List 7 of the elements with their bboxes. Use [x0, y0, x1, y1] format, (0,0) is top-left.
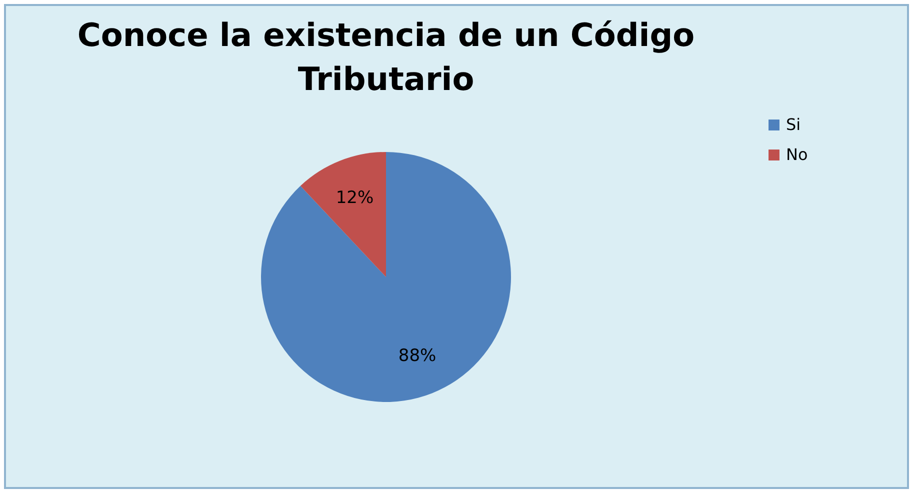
- legend-label: Si: [786, 115, 801, 134]
- legend-label: No: [786, 145, 808, 164]
- pie-slice: [300, 152, 386, 277]
- chart-title: Conoce la existencia de un Código Tributario: [77, 16, 695, 98]
- data-label: 88%: [398, 346, 436, 366]
- data-label: 12%: [336, 188, 374, 208]
- pie-slice: [261, 152, 511, 402]
